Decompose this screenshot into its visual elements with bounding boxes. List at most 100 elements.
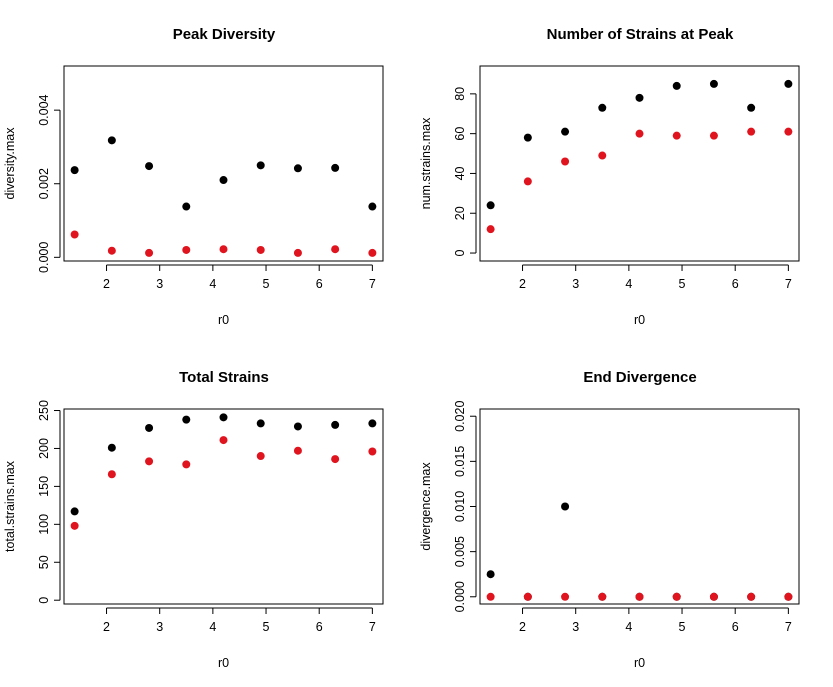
chart-2-series-1-point bbox=[107, 470, 116, 479]
chart-0-series-1-point bbox=[331, 245, 340, 254]
chart-2-plot-frame bbox=[63, 408, 384, 605]
chart-0-x-axis-label: r0 bbox=[218, 313, 229, 327]
chart-1-x-tick-label: 5 bbox=[679, 277, 686, 291]
chart-1-series-0-point bbox=[635, 93, 644, 102]
chart-1-series-1-point bbox=[709, 131, 718, 140]
chart-1-y-axis-label: num.strains.max bbox=[419, 117, 433, 209]
chart-2-series-1-point bbox=[70, 521, 79, 530]
chart-1-series-1-point bbox=[747, 127, 756, 136]
chart-2-y-tick-label: 0 bbox=[37, 597, 51, 604]
chart-1-series-0-point bbox=[672, 81, 681, 90]
chart-1-series-0-point bbox=[561, 127, 570, 136]
chart-1-x-tick-label: 2 bbox=[519, 277, 526, 291]
chart-3-y-tick-label: 0.020 bbox=[453, 401, 467, 432]
chart-0-series-1-point bbox=[293, 248, 302, 257]
chart-3-x-tick-label: 6 bbox=[732, 620, 739, 634]
chart-0-series-0-point bbox=[331, 163, 340, 172]
chart-0-series-0-point bbox=[256, 161, 265, 170]
chart-1-series-0-point bbox=[709, 79, 718, 88]
chart-2-y-tick-label: 250 bbox=[37, 400, 51, 421]
chart-2-y-tick-label: 50 bbox=[37, 555, 51, 569]
chart-1-series-1-point bbox=[784, 127, 793, 136]
chart-2-series-0-point bbox=[331, 420, 340, 429]
chart-2-series-0-point bbox=[107, 443, 116, 452]
chart-3-x-axis-label: r0 bbox=[634, 656, 645, 670]
chart-1-series-1-point bbox=[486, 225, 495, 234]
chart-2-y-tick-label: 100 bbox=[37, 514, 51, 535]
chart-1-series-1-point bbox=[598, 151, 607, 160]
chart-0-series-0-point bbox=[219, 176, 228, 185]
chart-1-x-axis-label: r0 bbox=[634, 313, 645, 327]
chart-0-series-1-point bbox=[219, 245, 228, 254]
chart-0-series-1-point bbox=[145, 248, 154, 257]
chart-0-x-tick-label: 6 bbox=[316, 277, 323, 291]
chart-3-series-1-point bbox=[561, 592, 570, 601]
chart-0-series-0-point bbox=[368, 202, 377, 211]
chart-0-series-0-point bbox=[182, 202, 191, 211]
chart-2-series-0-point bbox=[182, 415, 191, 424]
chart-3-series-1-point bbox=[598, 592, 607, 601]
chart-0-series-1-point bbox=[368, 248, 377, 257]
chart-0-series-0-point bbox=[107, 136, 116, 145]
chart-0-y-tick-label: 0.000 bbox=[37, 242, 51, 273]
chart-3-x-tick-label: 4 bbox=[625, 620, 632, 634]
chart-1-y-tick-label: 80 bbox=[453, 87, 467, 101]
chart-3-series-1-point bbox=[709, 592, 718, 601]
chart-3-series-1-point bbox=[672, 592, 681, 601]
chart-2-x-tick-label: 4 bbox=[209, 620, 216, 634]
chart-0-y-tick-label: 0.002 bbox=[37, 168, 51, 199]
chart-3-series-1-point bbox=[635, 592, 644, 601]
chart-2-y-tick-label: 150 bbox=[37, 476, 51, 497]
chart-0-series-0-point bbox=[293, 164, 302, 173]
chart-0-x-tick-label: 5 bbox=[263, 277, 270, 291]
chart-1-series-0-point bbox=[523, 133, 532, 142]
chart-0-y-axis-label: diversity.max bbox=[3, 127, 17, 200]
chart-0-x-tick-label: 7 bbox=[369, 277, 376, 291]
chart-1-series-1-point bbox=[523, 177, 532, 186]
chart-2-x-tick-label: 5 bbox=[263, 620, 270, 634]
chart-1-plot-frame bbox=[479, 65, 800, 262]
chart-2-series-0-point bbox=[70, 507, 79, 516]
chart-0-x-tick-label: 4 bbox=[209, 277, 216, 291]
chart-0-x-tick-label: 2 bbox=[103, 277, 110, 291]
chart-2-x-tick-label: 3 bbox=[156, 620, 163, 634]
chart-1-y-tick-label: 40 bbox=[453, 166, 467, 180]
chart-1-y-tick-label: 60 bbox=[453, 127, 467, 141]
chart-0-series-1-point bbox=[182, 245, 191, 254]
chart-2-x-tick-label: 7 bbox=[369, 620, 376, 634]
chart-3-series-0-point bbox=[486, 570, 495, 579]
chart-2-series-0-point bbox=[219, 413, 228, 422]
chart-2-series-0-point bbox=[293, 422, 302, 431]
chart-2-series-0-point bbox=[145, 423, 154, 432]
chart-3-series-1-point bbox=[523, 592, 532, 601]
chart-3-title: End Divergence bbox=[583, 369, 696, 386]
chart-3-y-tick-label: 0.000 bbox=[453, 581, 467, 612]
chart-3-series-0-point bbox=[561, 502, 570, 511]
chart-1-series-1-point bbox=[561, 157, 570, 166]
chart-3-series-1-point bbox=[486, 592, 495, 601]
chart-2-title: Total Strains bbox=[179, 369, 269, 386]
chart-1-series-0-point bbox=[598, 103, 607, 112]
chart-2-series-1-point bbox=[331, 455, 340, 464]
chart-3-x-tick-label: 7 bbox=[785, 620, 792, 634]
chart-1-title: Number of Strains at Peak bbox=[547, 26, 734, 43]
chart-3-x-tick-label: 3 bbox=[572, 620, 579, 634]
chart-2-series-1-point bbox=[368, 447, 377, 456]
chart-0-title: Peak Diversity bbox=[173, 26, 276, 43]
chart-3-x-tick-label: 2 bbox=[519, 620, 526, 634]
chart-0-series-1-point bbox=[107, 246, 116, 255]
chart-1-x-tick-label: 3 bbox=[572, 277, 579, 291]
chart-3-y-tick-label: 0.005 bbox=[453, 536, 467, 567]
chart-3-plot-frame bbox=[479, 408, 800, 605]
chart-1-y-tick-label: 0 bbox=[453, 250, 467, 257]
chart-3-series-1-point bbox=[784, 592, 793, 601]
chart-1-series-1-point bbox=[672, 131, 681, 140]
chart-3-series-1-point bbox=[747, 592, 756, 601]
chart-2-series-0-point bbox=[368, 419, 377, 428]
chart-1-series-0-point bbox=[486, 201, 495, 210]
chart-2-y-tick-label: 200 bbox=[37, 438, 51, 459]
chart-2-y-axis-label: total.strains.max bbox=[3, 460, 17, 552]
chart-3-y-tick-label: 0.015 bbox=[453, 446, 467, 477]
chart-0-series-1-point bbox=[256, 245, 265, 254]
chart-3-y-axis-label: divergence.max bbox=[419, 462, 433, 551]
